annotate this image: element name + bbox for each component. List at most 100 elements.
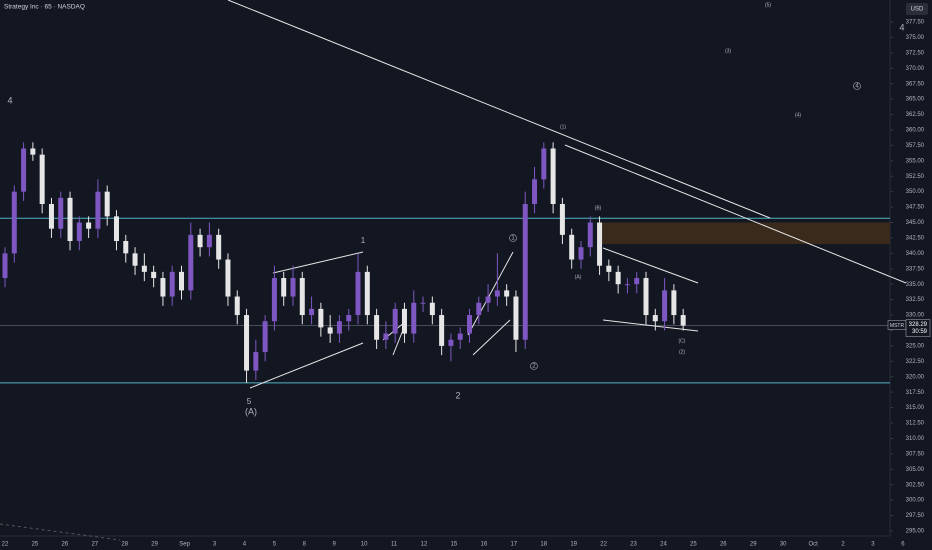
- pattern-line: [602, 319, 699, 332]
- candle-body: [587, 222, 593, 248]
- y-tick-label: 305.00: [906, 467, 925, 473]
- candle-body: [253, 352, 259, 371]
- candle-body: [327, 327, 333, 334]
- candle-body: [271, 278, 277, 322]
- currency-box[interactable]: [906, 3, 928, 15]
- candle-body: [39, 154, 45, 205]
- zone: [600, 222, 890, 245]
- candle-body: [234, 296, 240, 316]
- x-tick-label: 27: [91, 542, 98, 548]
- y-tick-label: 307.50: [906, 451, 925, 457]
- wave-label: 4: [855, 84, 859, 90]
- annotation-circle: [509, 234, 517, 242]
- y-tick-label: 335.00: [906, 282, 925, 288]
- candle-body: [95, 191, 101, 229]
- wave-label: 5: [247, 397, 252, 406]
- candle-body: [355, 271, 361, 316]
- x-tick-label: 25: [32, 542, 39, 548]
- y-tick-label: 377.50: [906, 20, 925, 26]
- x-tick-label: 28: [121, 542, 128, 548]
- candle-body: [67, 197, 73, 242]
- candle-body: [457, 333, 463, 340]
- candle-body: [532, 179, 538, 205]
- y-tick-label: 337.50: [906, 266, 925, 272]
- x-tick-label: 19: [570, 542, 577, 548]
- wave-label: (5): [765, 2, 771, 8]
- y-tick-label: 320.00: [906, 374, 925, 380]
- candle-body: [113, 216, 119, 242]
- x-tick-label: Oct: [808, 542, 818, 548]
- y-tick-label: 302.50: [906, 482, 925, 488]
- candle-body: [244, 315, 250, 371]
- wave-label: (1): [560, 124, 566, 130]
- y-tick-label: 315.00: [906, 405, 925, 411]
- y-tick-label: 360.00: [906, 128, 925, 134]
- wave-label: (B): [595, 205, 602, 211]
- x-tick-label: 26: [62, 542, 69, 548]
- candle-body: [624, 284, 630, 286]
- annotation-circle: [853, 82, 861, 90]
- candle-body: [494, 290, 500, 297]
- candle-body: [262, 321, 268, 353]
- x-tick-label: 18: [540, 542, 547, 548]
- y-tick-label: 342.50: [906, 236, 925, 242]
- x-tick-label: 10: [361, 542, 368, 548]
- y-tick-label: 330.00: [906, 313, 925, 319]
- x-tick-label: 17: [510, 542, 517, 548]
- candle-body: [179, 271, 185, 291]
- countdown: 30:59: [912, 329, 928, 335]
- currency[interactable]: USD: [911, 7, 924, 13]
- candle-body: [680, 315, 686, 326]
- candle-body: [383, 333, 389, 340]
- candle-body: [578, 247, 584, 260]
- y-tick-label: 350.00: [906, 189, 925, 195]
- wave-label: 1: [511, 236, 515, 242]
- y-tick-label: 345.00: [906, 220, 925, 226]
- candle-body: [439, 315, 445, 346]
- x-tick-label: 12: [421, 542, 428, 548]
- candle-body: [652, 315, 658, 322]
- wave-label: (2): [679, 349, 685, 355]
- x-tick-label: 9: [333, 542, 337, 548]
- candle-body: [615, 271, 621, 285]
- pattern-line: [392, 329, 404, 356]
- y-tick-label: 295.00: [906, 529, 925, 535]
- candle-body: [11, 191, 17, 254]
- x-tick-label: 16: [481, 542, 488, 548]
- pattern-line: [472, 319, 511, 356]
- candle-body: [504, 290, 510, 297]
- candle-body: [299, 278, 305, 316]
- wave-label: 2: [455, 390, 460, 400]
- wave-label: 1: [361, 236, 366, 245]
- candle-body: [336, 321, 342, 334]
- y-tick-label: 365.00: [906, 97, 925, 103]
- wave-label: (A): [245, 406, 257, 416]
- x-tick-label: 5: [273, 542, 277, 548]
- wave-label: (A): [575, 274, 582, 280]
- x-tick-label: 22: [2, 542, 9, 548]
- x-tick-label: 8: [303, 542, 307, 548]
- candle-body: [634, 278, 640, 285]
- candle-body: [485, 296, 491, 303]
- x-tick-label: 26: [720, 542, 727, 548]
- y-tick-label: 322.50: [906, 359, 925, 365]
- candle-body: [550, 148, 556, 205]
- candle-body: [346, 315, 352, 322]
- candle-body: [597, 222, 603, 266]
- pattern-line: [249, 342, 364, 389]
- y-tick-label: 317.50: [906, 390, 925, 396]
- candle-body: [86, 222, 92, 229]
- chart-title: Strategy Inc · 65 · NASDAQ: [4, 4, 85, 11]
- y-tick-label: 362.50: [906, 112, 925, 118]
- candle-body: [30, 148, 36, 155]
- candle-body: [141, 265, 147, 272]
- y-tick-label: 372.50: [906, 50, 925, 56]
- candle-body: [643, 278, 649, 316]
- candle-body: [104, 191, 110, 217]
- candle-body: [420, 302, 426, 304]
- trend-line: [564, 144, 907, 284]
- wave-label: 2: [532, 364, 536, 370]
- x-tick-label: 25: [690, 542, 697, 548]
